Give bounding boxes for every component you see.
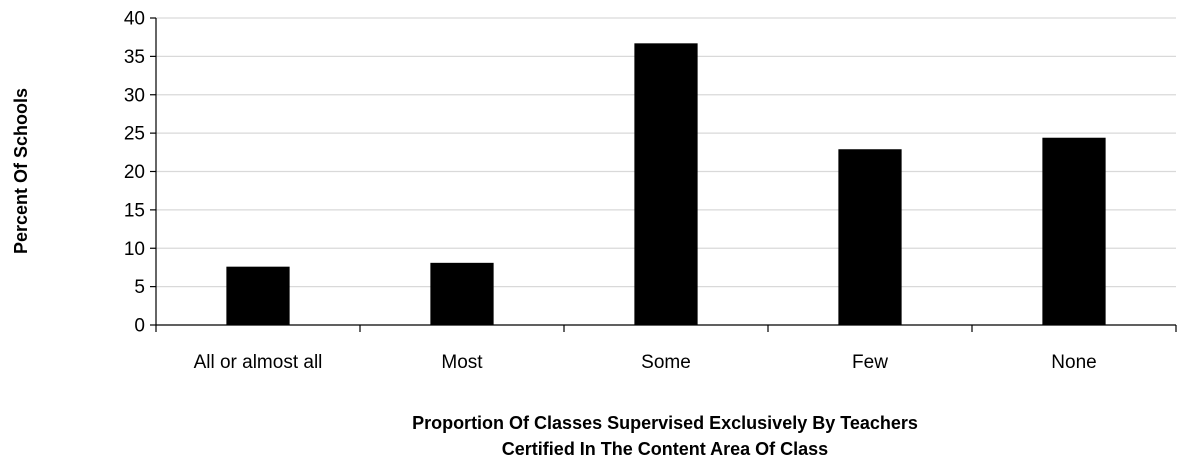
y-tick-label-25: 25 [124,124,145,145]
x-axis-title-line-1: Proportion Of Classes Supervised Exclusi… [412,413,918,433]
y-tick-label-30: 30 [124,85,145,106]
bar-few [838,149,902,325]
x-tick-label-none: None [1051,352,1096,373]
y-tick-label-0: 0 [134,316,145,337]
bar-some [634,43,698,325]
x-tick-label-all-or-almost-all: All or almost all [194,352,323,373]
y-tick-labels: 0 5 10 15 20 25 30 35 40 [124,9,145,337]
y-tick-label-10: 10 [124,239,145,260]
x-tick-label-most: Most [441,352,483,373]
x-tick-label-few: Few [852,352,888,373]
y-tick-label-40: 40 [124,9,145,30]
x-tick-label-some: Some [641,352,691,373]
y-tick-label-35: 35 [124,47,145,68]
y-tick-label-20: 20 [124,162,145,183]
bar-all-or-almost-all [226,266,290,325]
y-tick-label-15: 15 [124,200,145,221]
y-tick-label-5: 5 [134,277,145,298]
x-axis-title-line-2: Certified In The Content Area Of Class [502,439,828,459]
bar-none [1042,137,1106,325]
axes [150,17,1177,332]
bar-most [430,262,494,325]
bars [226,43,1106,325]
y-axis-title: Percent Of Schools [11,88,31,254]
x-tick-labels: All or almost all Most Some Few None [194,352,1097,373]
